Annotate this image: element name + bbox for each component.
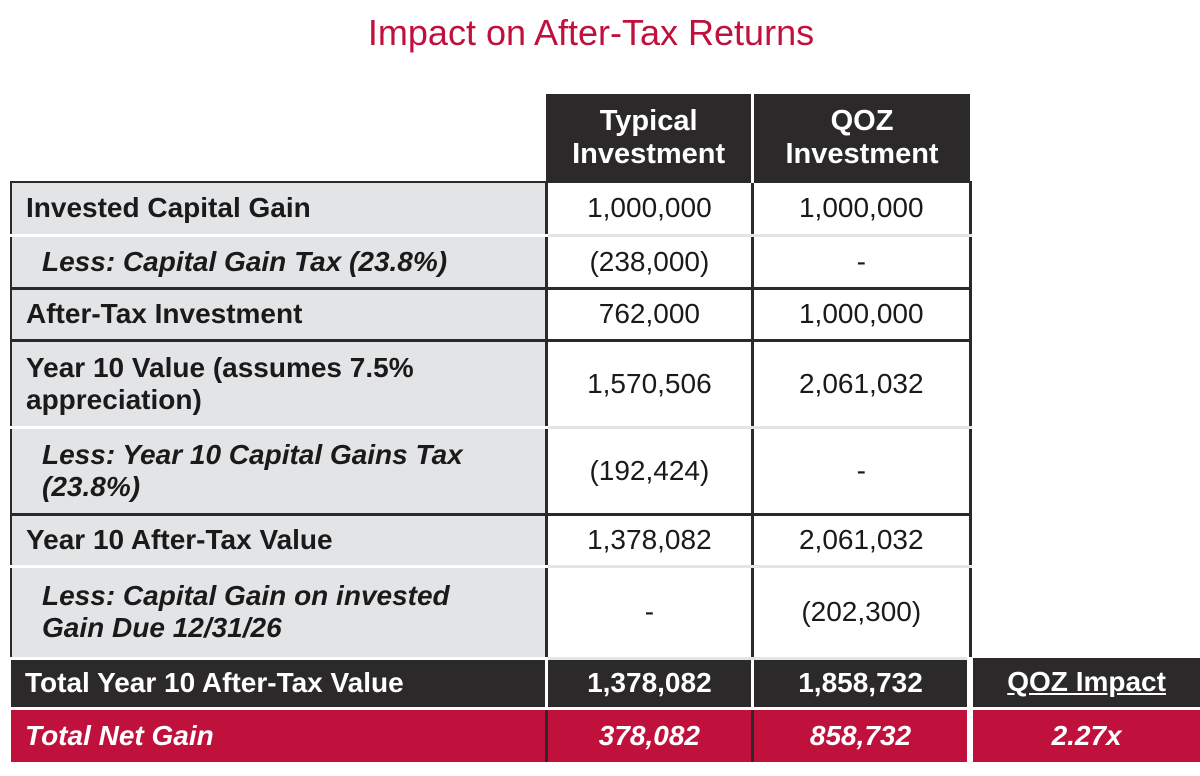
header-qoz-line2: Investment [785,137,939,170]
row-label: Less: Capital Gain Tax (23.8%) [9,235,547,290]
row-typical-value: (192,424) [544,427,753,516]
header-typical-investment: Typical Investment [546,94,753,182]
row-label-line2: (23.8%) [42,470,141,502]
total-label: Total Year 10 After-Tax Value [11,658,547,710]
table-row: Year 10 Value (assumes 7.5% appreciation… [9,340,1200,429]
row-qoz-value: 1,000,000 [750,181,972,237]
row-typical-value: 1,378,082 [544,514,753,568]
row-typical-value: - [544,566,753,660]
row-label-line1: Less: Capital Gain on invested [42,580,450,611]
table-row: After-Tax Investment 762,000 1,000,000 [9,288,1200,342]
total-row: Total Year 10 After-Tax Value 1,378,082 … [11,658,1200,710]
header-qoz-investment: QOZ Investment [750,94,971,182]
row-label: Less: Capital Gain on invested Gain Due … [9,566,547,660]
table-row: Less: Capital Gain Tax (23.8%) (238,000)… [9,235,1200,290]
row-typical-value: 1,000,000 [544,181,753,237]
row-label: Less: Year 10 Capital Gains Tax (23.8%) [9,427,547,516]
net-gain-typical-value: 378,082 [544,708,753,762]
row-qoz-value: (202,300) [750,566,972,660]
row-typical-value: (238,000) [544,235,753,290]
row-qoz-value: - [750,235,972,290]
row-label: Year 10 Value (assumes 7.5% appreciation… [9,340,547,429]
page-title: Impact on After-Tax Returns [367,12,815,53]
row-typical-value: 1,570,506 [544,340,753,429]
row-label-line2: appreciation) [26,383,202,415]
header-spacer [11,94,547,182]
total-qoz-value: 1,858,732 [750,658,971,710]
net-gain-qoz-value: 858,732 [750,708,971,762]
header-typical-line1: Typical [599,104,698,137]
blank-cell [970,288,1200,340]
header-row: Typical Investment QOZ Investment [11,94,1200,182]
table-row: Less: Year 10 Capital Gains Tax (23.8%) … [9,427,1200,516]
blank-cell [970,566,1200,658]
returns-table: Typical Investment QOZ Investment Invest… [9,94,1200,762]
header-typical-line2: Investment [572,137,726,170]
blank-cell [970,427,1200,514]
row-label-line1: Less: Year 10 Capital Gains Tax [42,438,463,470]
total-typical-value: 1,378,082 [544,658,753,710]
header-spacer-right [970,94,1200,182]
table-row: Year 10 After-Tax Value 1,378,082 2,061,… [9,514,1200,568]
row-typical-value: 762,000 [544,288,753,342]
table-row: Invested Capital Gain 1,000,000 1,000,00… [9,181,1200,237]
row-label: Year 10 After-Tax Value [9,514,547,568]
net-gain-row: Total Net Gain 378,082 858,732 2.27x [11,708,1200,762]
row-label: After-Tax Investment [9,288,547,342]
qoz-impact-label: QOZ Impact [967,658,1200,710]
blank-cell [970,514,1200,566]
table-row: Less: Capital Gain on invested Gain Due … [9,566,1200,660]
row-label-line2: Gain Due 12/31/26 [42,612,282,643]
row-qoz-value: - [750,427,972,516]
row-qoz-value: 2,061,032 [750,340,972,429]
blank-cell [970,340,1200,427]
net-gain-label: Total Net Gain [11,708,547,762]
blank-cell [970,182,1200,235]
row-qoz-value: 1,000,000 [750,288,972,342]
row-label: Invested Capital Gain [9,181,547,237]
row-qoz-value: 2,061,032 [750,514,972,568]
header-qoz-line1: QOZ [830,104,894,137]
qoz-impact-value: 2.27x [967,708,1200,762]
blank-cell [970,235,1200,288]
row-label-line1: Year 10 Value (assumes 7.5% [26,351,414,383]
